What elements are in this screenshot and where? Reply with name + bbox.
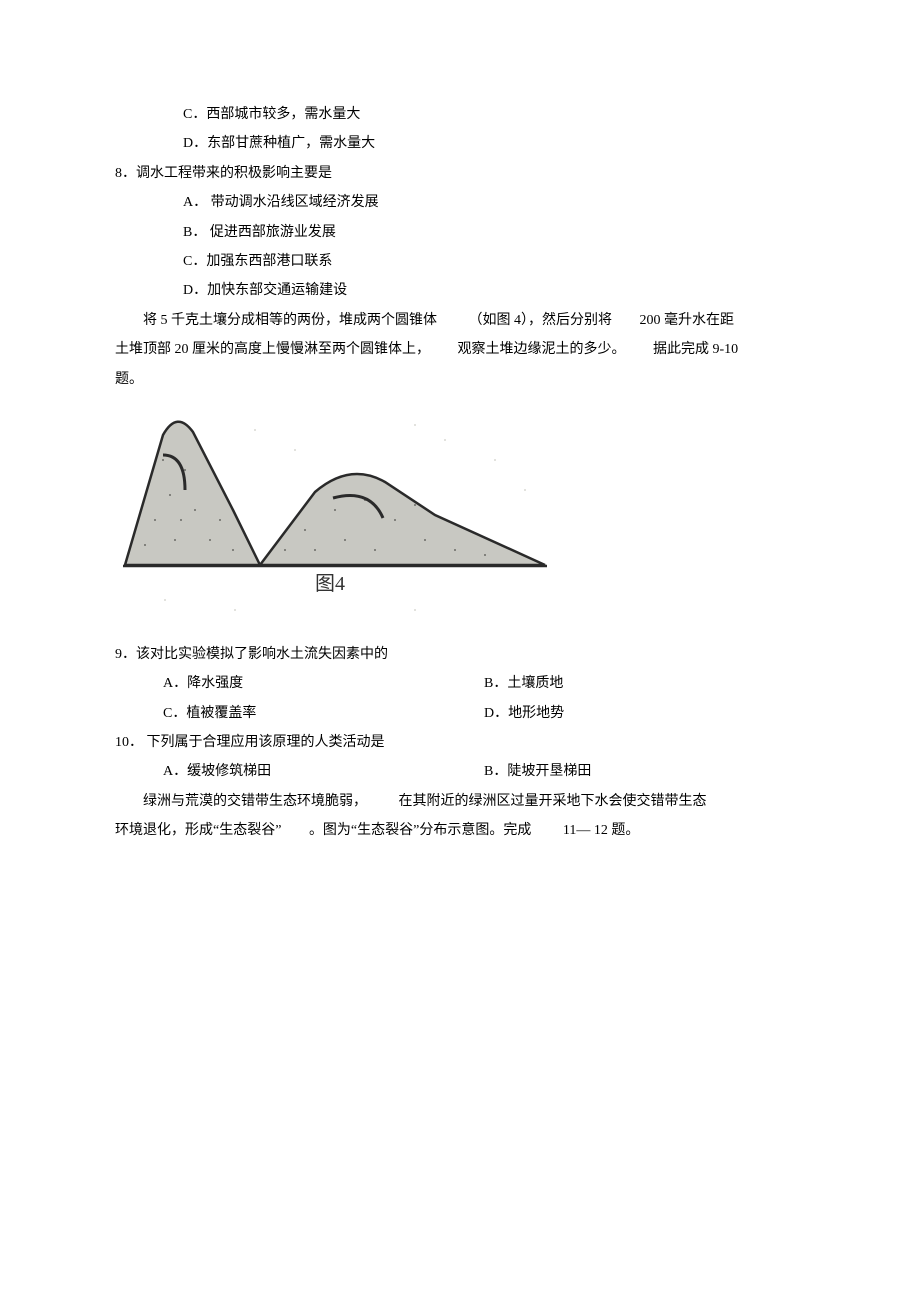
passage1-l1b: （如图 4），然后分别将 (469, 313, 613, 328)
q8-option-c: C．加强东西部港口联系 (115, 247, 805, 276)
passage1-l1c: 200 毫升水在距 (640, 313, 735, 328)
q9-row2: C．植被覆盖率 D．地形地势 (115, 699, 805, 728)
passage2-line2: 环境退化，形成“生态裂谷” 。图为“生态裂谷”分布示意图。完成 11— 12 题… (115, 816, 805, 845)
passage1-line3: 题。 (115, 365, 805, 394)
q10-option-b: B．陡坡开垦梯田 (484, 757, 805, 786)
q9-row1: A．降水强度 B．土壤质地 (115, 669, 805, 698)
passage2-l1b: 在其附近的绿洲区过量开采地下水会使交错带生态 (399, 794, 707, 809)
q10-option-a: A．缓坡修筑梯田 (163, 757, 484, 786)
q8-stem: 8．调水工程带来的积极影响主要是 (115, 159, 805, 188)
cone-diagram-icon: 图4 (115, 400, 575, 630)
q8-option-b: B． 促进西部旅游业发展 (115, 218, 805, 247)
q9-option-d: D．地形地势 (484, 699, 805, 728)
q9-option-c: C．植被覆盖率 (163, 699, 484, 728)
q7-option-c: C．西部城市较多，需水量大 (115, 100, 805, 129)
passage1-l2b: 观察土堆边缘泥土的多少。 (458, 342, 626, 357)
q8-option-d: D．加快东部交通运输建设 (115, 276, 805, 305)
q10-stem: 10． 下列属于合理应用该原理的人类活动是 (115, 728, 805, 757)
document-page: C．西部城市较多，需水量大 D．东部甘蔗种植广，需水量大 8．调水工程带来的积极… (0, 0, 920, 906)
passage2-l2c: 11— 12 题。 (563, 823, 639, 838)
figure-4: 图4 (115, 400, 805, 630)
figure-label: 图4 (315, 573, 345, 595)
passage1-line2: 土堆顶部 20 厘米的高度上慢慢淋至两个圆锥体上， 观察土堆边缘泥土的多少。 据… (115, 335, 805, 364)
passage2-l1a: 绿洲与荒漠的交错带生态环境脆弱， (143, 794, 367, 809)
passage1-l2a: 土堆顶部 20 厘米的高度上慢慢淋至两个圆锥体上， (115, 342, 430, 357)
q8-option-a: A． 带动调水沿线区域经济发展 (115, 188, 805, 217)
q9-option-b: B．土壤质地 (484, 669, 805, 698)
q9-stem: 9．该对比实验模拟了影响水土流失因素中的 (115, 640, 805, 669)
passage1-l1a: 将 5 千克土壤分成相等的两份，堆成两个圆锥体 (143, 313, 437, 328)
q7-option-d: D．东部甘蔗种植广，需水量大 (115, 129, 805, 158)
q9-option-a: A．降水强度 (163, 669, 484, 698)
passage2-l2a: 环境退化，形成“生态裂谷” (115, 823, 281, 838)
passage2-line1: 绿洲与荒漠的交错带生态环境脆弱， 在其附近的绿洲区过量开采地下水会使交错带生态 (115, 787, 805, 816)
q10-row1: A．缓坡修筑梯田 B．陡坡开垦梯田 (115, 757, 805, 786)
passage1-l2c: 据此完成 9-10 (653, 342, 738, 357)
passage2-l2b: 。图为“生态裂谷”分布示意图。完成 (309, 823, 531, 838)
passage1-line1: 将 5 千克土壤分成相等的两份，堆成两个圆锥体 （如图 4），然后分别将 200… (115, 306, 805, 335)
